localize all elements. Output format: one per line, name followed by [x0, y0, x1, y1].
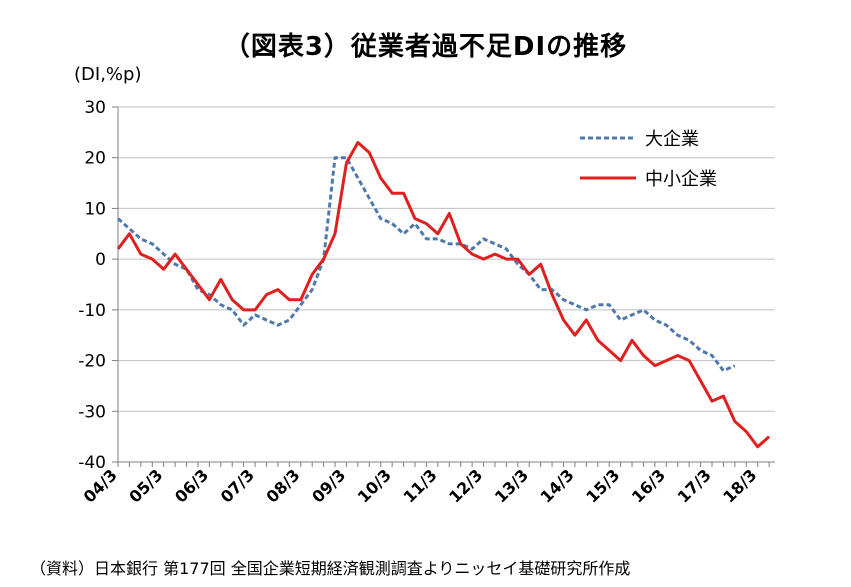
series-line-large-firms	[117, 156, 736, 373]
x-tick-label: 08/3	[262, 465, 303, 506]
x-tick-label: 16/3	[628, 465, 669, 506]
y-tick-label: -20	[78, 352, 106, 372]
y-tick-label: 20	[84, 149, 106, 169]
x-tick-label: 11/3	[399, 465, 440, 506]
x-tick-label: 12/3	[445, 465, 486, 506]
y-tick-label: -40	[78, 453, 106, 473]
chart-title: （図表3）従業者過不足DIの推移	[223, 32, 628, 62]
x-tick-label: 17/3	[674, 465, 715, 506]
x-tick-label: 06/3	[171, 465, 212, 506]
x-tick-labels: 04/3 05/3 06/3 07/3 08/3 09/3 10/3 11/3 12/3 13/3…	[80, 465, 761, 506]
x-tick-label: 14/3	[537, 465, 578, 506]
x-tick-label: 18/3	[719, 465, 760, 506]
y-tick-labels: 30 20 10 0 -10 -20 -30 -40	[78, 98, 106, 473]
gridlines	[118, 106, 775, 412]
legend-label: 中小企業	[645, 169, 717, 190]
y-axis-unit-label: (DI,%p)	[74, 64, 142, 85]
y-tick-label: 30	[84, 98, 106, 118]
y-tick-label: -10	[78, 301, 106, 321]
axes	[112, 106, 775, 467]
y-tick-label: -30	[78, 402, 106, 422]
x-tick-label: 10/3	[354, 465, 395, 506]
y-tick-label: 0	[95, 250, 106, 270]
series-lines	[116, 141, 771, 449]
x-tick-label: 15/3	[582, 465, 623, 506]
x-tick-label: 09/3	[308, 465, 349, 506]
x-tick-label: 07/3	[217, 465, 258, 506]
line-chart: 30 20 10 0 -10 -20 -30 -40 04/3 05/3 06/3 07/3 08/3…	[78, 98, 775, 507]
source-note: （資料）日本銀行 第177回 全国企業短期経済観測調査よりニッセイ基礎研究所作成	[30, 559, 631, 578]
series-line-small-medium-firms	[116, 141, 771, 449]
legend-label: 大企業	[645, 129, 699, 150]
x-tick-label: 13/3	[491, 465, 532, 506]
y-tick-label: 10	[84, 199, 106, 219]
x-tick-label: 05/3	[125, 465, 166, 506]
